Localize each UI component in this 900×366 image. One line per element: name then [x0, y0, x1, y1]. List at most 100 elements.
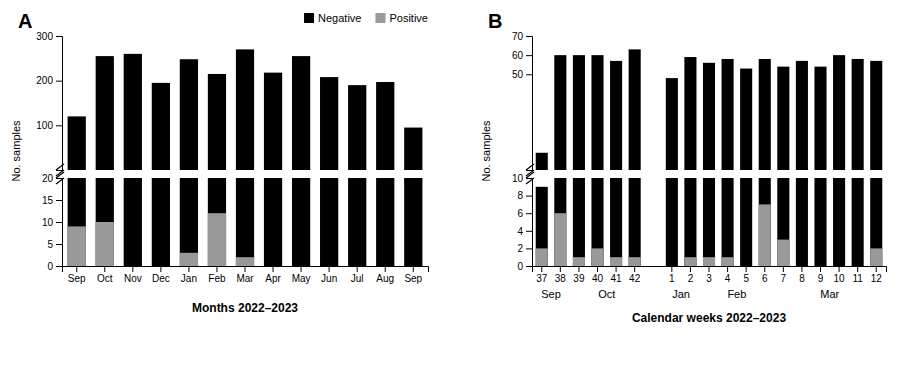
legend: NegativePositive	[304, 12, 428, 24]
legend-item: Positive	[375, 12, 428, 24]
plot-area	[536, 178, 883, 266]
tick: 0	[47, 261, 62, 272]
title: B	[488, 10, 502, 32]
tick-mark	[526, 266, 532, 267]
bar	[292, 266, 310, 267]
tick-mark	[634, 266, 635, 272]
tick-label: 38	[555, 273, 567, 284]
bar	[180, 178, 198, 266]
y-axis: 0246810	[512, 173, 533, 272]
tick: 100	[36, 120, 62, 131]
tick-label: 41	[611, 273, 623, 284]
tick-mark	[56, 222, 62, 223]
tick-mark	[526, 55, 532, 56]
bar	[759, 178, 771, 266]
bar	[796, 178, 808, 266]
tick: Oct	[97, 266, 113, 284]
tick: 6	[762, 266, 768, 284]
bar	[573, 55, 585, 170]
bar	[573, 178, 585, 266]
bar	[348, 178, 366, 266]
tick-mark	[413, 266, 414, 272]
tick-label: 8	[799, 273, 805, 284]
tick: 15	[42, 195, 62, 206]
tick: 9	[818, 266, 824, 284]
bar	[554, 178, 566, 266]
legend-label: Positive	[389, 12, 428, 24]
bar	[852, 178, 864, 266]
tick: 42	[629, 266, 641, 284]
axis-line	[526, 37, 533, 171]
bar	[536, 153, 548, 170]
bar	[703, 178, 715, 266]
bar	[703, 63, 715, 170]
axis-line	[533, 267, 887, 273]
legend-swatch	[304, 13, 314, 23]
tick: 38	[555, 266, 567, 284]
tick-label: 0	[47, 261, 53, 272]
annotation: Sep	[541, 288, 561, 300]
tick: Jun	[321, 266, 337, 284]
bar	[870, 178, 882, 266]
bar	[404, 178, 422, 266]
tick-mark	[526, 36, 532, 37]
bar	[722, 59, 734, 170]
tick-mark	[56, 125, 62, 126]
tick-mark	[876, 266, 877, 272]
tick-mark	[727, 266, 728, 272]
tick-label: 37	[536, 273, 548, 284]
tick: Apr	[265, 266, 281, 284]
tick-label: May	[292, 273, 311, 284]
annotation: Feb	[727, 288, 746, 300]
bar	[777, 67, 789, 170]
tick-label: 8	[517, 190, 523, 201]
tick-mark	[671, 266, 672, 272]
tick: May	[292, 266, 311, 284]
tick-mark	[783, 266, 784, 272]
tick-mark	[160, 266, 161, 272]
bar	[629, 49, 641, 170]
y-axis: 100200300	[36, 31, 62, 171]
annotation: Jan	[672, 288, 690, 300]
tick-label: Dec	[152, 273, 170, 284]
tick-mark	[690, 266, 691, 272]
chart: 10020030005101520SepOctNovDecJanFebMarAp…	[0, 0, 900, 366]
bar	[236, 257, 254, 266]
bar	[292, 56, 310, 170]
tick-mark	[329, 266, 330, 272]
axis-break	[526, 178, 534, 184]
tick-mark	[857, 266, 858, 272]
bar	[264, 73, 282, 170]
tick-label: Sep	[404, 273, 422, 284]
tick-mark	[597, 266, 598, 272]
tick-mark	[526, 196, 532, 197]
tick-mark	[216, 266, 217, 272]
bar	[796, 61, 808, 170]
bar	[796, 266, 808, 267]
axis-break	[56, 164, 64, 170]
y-axis: 506070	[512, 31, 533, 171]
bar	[852, 59, 864, 170]
bar	[180, 253, 198, 266]
bar	[740, 266, 752, 267]
bar	[740, 69, 752, 170]
legend-swatch	[375, 13, 385, 23]
tick: Jan	[181, 266, 197, 284]
tick-mark	[560, 266, 561, 272]
tick: 6	[517, 208, 532, 219]
plot-area	[68, 178, 423, 266]
tick: 5	[47, 239, 62, 250]
x-axis-title: Months 2022–2023	[192, 301, 298, 315]
tick: 41	[611, 266, 623, 284]
tick-label: 5	[743, 273, 749, 284]
bar	[124, 54, 142, 170]
annotation: Mar	[820, 288, 839, 300]
tick: 40	[592, 266, 604, 284]
tick-label: 50	[512, 69, 524, 80]
tick-label: 7	[781, 273, 787, 284]
bar	[833, 178, 845, 266]
tick: 300	[36, 31, 62, 42]
bar	[852, 266, 864, 267]
bar	[814, 178, 826, 266]
bar	[376, 266, 394, 267]
